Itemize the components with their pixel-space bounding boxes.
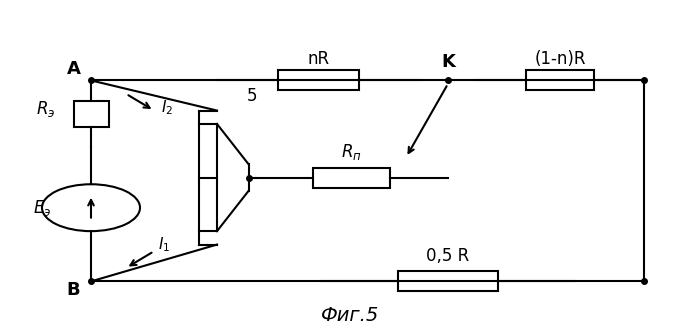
Text: K: K (441, 53, 455, 71)
Bar (74, 100, 108, 127)
Text: nR: nR (307, 50, 330, 68)
Text: (1-n)R: (1-n)R (534, 50, 586, 68)
Bar (526, 70, 594, 90)
Bar (398, 271, 498, 291)
Text: 5: 5 (246, 86, 258, 105)
Text: 0,5 R: 0,5 R (426, 247, 470, 265)
Text: $E_э$: $E_э$ (33, 198, 51, 218)
Text: A: A (66, 60, 80, 78)
Text: $I_2$: $I_2$ (161, 98, 173, 117)
Bar (313, 168, 391, 188)
Text: $R_п$: $R_п$ (342, 142, 362, 162)
Text: $R_э$: $R_э$ (36, 99, 55, 119)
Text: B: B (66, 281, 80, 299)
Text: Фиг.5: Фиг.5 (321, 306, 379, 325)
Text: $I_1$: $I_1$ (158, 236, 169, 254)
Bar (278, 70, 359, 90)
